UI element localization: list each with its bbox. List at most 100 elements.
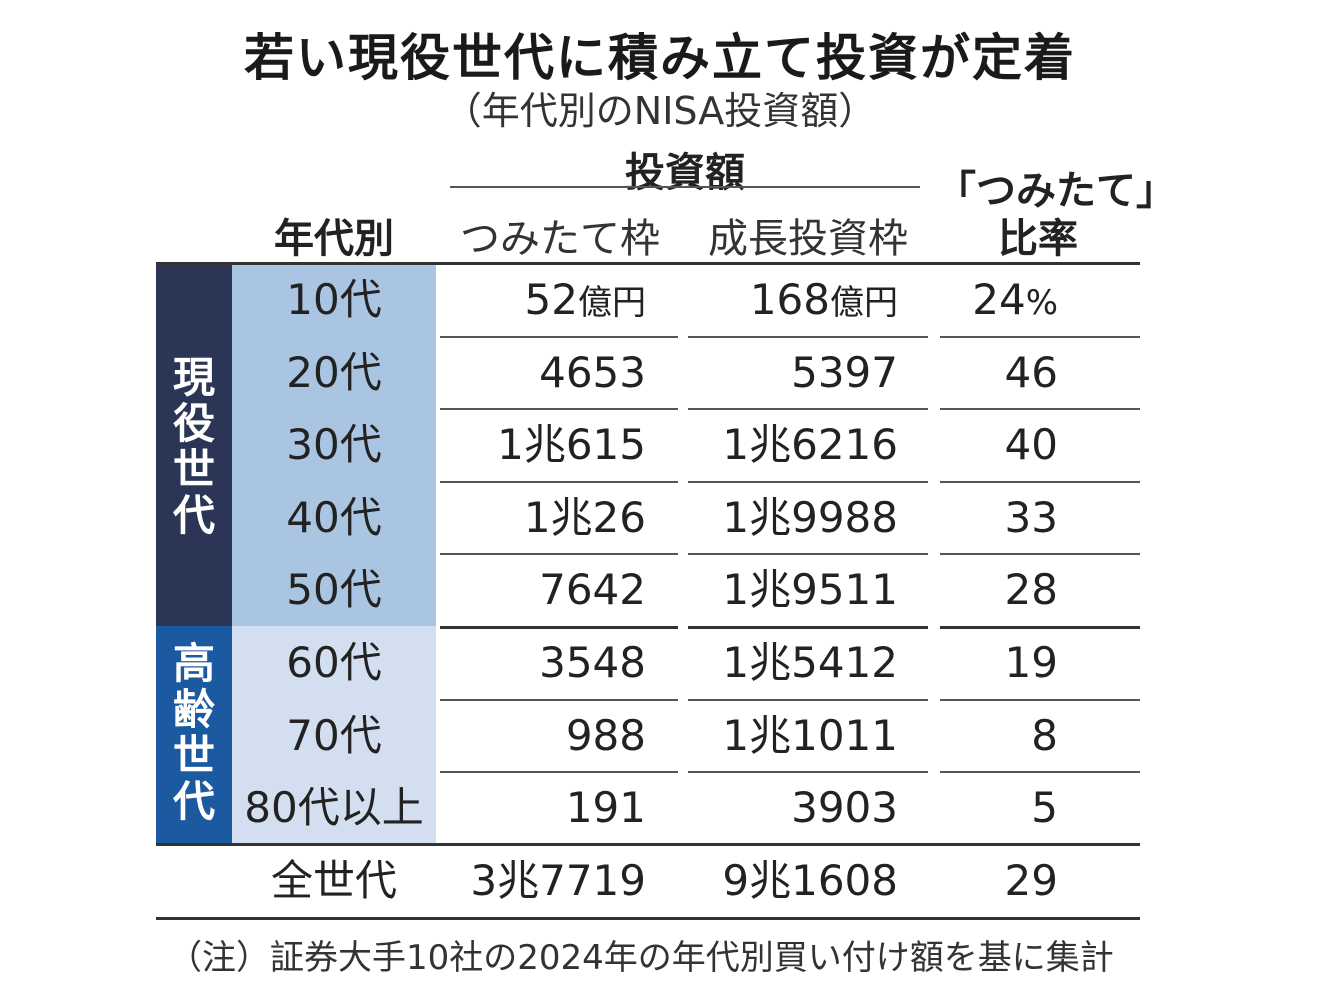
total-ratio-cell: 29 bbox=[940, 845, 1058, 917]
row-divider bbox=[440, 626, 678, 629]
tsumitate-cell: 7642 bbox=[440, 554, 646, 626]
row-divider bbox=[940, 335, 1140, 338]
working-label-char: 代 bbox=[172, 491, 215, 540]
growth-cell-value: 3903 bbox=[791, 783, 898, 833]
total-growth-cell-value: 9兆1608 bbox=[722, 855, 898, 905]
working-label-char: 役 bbox=[172, 399, 215, 448]
ratio-cell-value: 24 bbox=[972, 275, 1026, 324]
elderly-age-background bbox=[232, 626, 436, 844]
elderly-label-char: 高 bbox=[172, 639, 215, 688]
growth-cell: 1兆9511 bbox=[688, 554, 898, 626]
tsumitate-cell: 191 bbox=[440, 772, 646, 844]
ratio-cell-unit: % bbox=[1025, 283, 1058, 323]
header-investment: 投資額 bbox=[625, 150, 745, 196]
tsumitate-cell-value: 7642 bbox=[539, 565, 646, 615]
age-cell-value: 40代 bbox=[286, 492, 382, 542]
table-bottom-rule bbox=[156, 917, 1140, 921]
row-divider bbox=[940, 771, 1140, 774]
header-tsumitate: つみたて枠 bbox=[460, 216, 660, 262]
row-divider bbox=[940, 408, 1140, 411]
elderly-label-char: 齢 bbox=[172, 685, 215, 734]
tsumitate-cell: 4653 bbox=[440, 337, 646, 409]
growth-cell: 3903 bbox=[688, 772, 898, 844]
ratio-cell-value: 19 bbox=[1004, 638, 1058, 687]
growth-cell: 1兆1011 bbox=[688, 700, 898, 772]
ratio-cell-value: 8 bbox=[1031, 710, 1058, 760]
header-growth: 成長投資枠 bbox=[708, 216, 908, 262]
age-cell: 30代 bbox=[232, 409, 436, 481]
working-label-char: 現 bbox=[172, 353, 215, 402]
chart-subtitle: （年代別のNISA投資額） bbox=[443, 89, 877, 133]
age-cell: 40代 bbox=[232, 482, 436, 554]
tsumitate-cell-value: 1兆615 bbox=[497, 420, 646, 470]
row-divider bbox=[688, 553, 928, 556]
ratio-cell: 19 bbox=[940, 627, 1058, 699]
header-ratio-line2: 比率 bbox=[998, 216, 1078, 262]
growth-cell-value: 1兆1011 bbox=[722, 710, 898, 760]
total-top-rule bbox=[156, 842, 1140, 846]
elderly-generation-label: 高 齢 世 代 bbox=[156, 641, 232, 825]
age-cell-value: 80代以上 bbox=[244, 783, 424, 833]
tsumitate-cell: 1兆615 bbox=[440, 409, 646, 481]
tsumitate-cell-value: 1兆26 bbox=[523, 492, 646, 542]
ratio-cell-value: 33 bbox=[1004, 492, 1058, 542]
growth-cell: 168億円 bbox=[688, 264, 898, 336]
header-investment-rule bbox=[450, 186, 920, 188]
row-divider bbox=[688, 408, 928, 411]
row-divider bbox=[940, 480, 1140, 483]
header-age: 年代別 bbox=[274, 216, 394, 262]
tsumitate-cell-value: 4653 bbox=[539, 347, 646, 397]
source-note: （注）証券大手10社の2024年の年代別買い付け額を基に集計 bbox=[168, 938, 1114, 978]
age-cell: 60代 bbox=[232, 627, 436, 699]
total-age-cell: 全世代 bbox=[232, 845, 436, 917]
growth-cell-value: 5397 bbox=[791, 347, 898, 397]
row-divider bbox=[440, 771, 678, 774]
tsumitate-cell-unit: 億円 bbox=[578, 283, 646, 323]
row-divider bbox=[440, 698, 678, 701]
ratio-cell: 40 bbox=[940, 409, 1058, 481]
age-cell: 20代 bbox=[232, 337, 436, 409]
working-generation-band bbox=[156, 264, 232, 626]
ratio-cell-value: 28 bbox=[1004, 565, 1058, 615]
row-divider bbox=[688, 698, 928, 701]
elderly-label-char: 代 bbox=[172, 777, 215, 826]
growth-cell-value: 1兆9988 bbox=[722, 492, 898, 542]
age-cell-value: 10代 bbox=[286, 275, 382, 324]
tsumitate-cell: 52億円 bbox=[440, 264, 646, 336]
ratio-cell: 24% bbox=[940, 264, 1058, 336]
ratio-cell: 28 bbox=[940, 554, 1058, 626]
age-cell-value: 50代 bbox=[286, 565, 382, 615]
row-divider bbox=[688, 771, 928, 774]
ratio-cell-value: 40 bbox=[1004, 420, 1058, 470]
header-bottom-rule bbox=[156, 262, 1140, 265]
growth-cell: 1兆5412 bbox=[688, 627, 898, 699]
row-divider bbox=[440, 408, 678, 411]
age-cell: 70代 bbox=[232, 700, 436, 772]
row-divider bbox=[688, 626, 928, 629]
row-divider bbox=[440, 553, 678, 556]
elderly-generation-band bbox=[156, 626, 232, 844]
ratio-cell-value: 46 bbox=[1004, 347, 1058, 397]
total-growth-cell: 9兆1608 bbox=[688, 845, 898, 917]
chart-title: 若い現役世代に積み立て投資が定着 bbox=[244, 29, 1076, 87]
tsumitate-cell-value: 988 bbox=[565, 710, 646, 760]
age-cell-value: 30代 bbox=[286, 420, 382, 470]
tsumitate-cell: 988 bbox=[440, 700, 646, 772]
growth-cell: 5397 bbox=[688, 337, 898, 409]
ratio-cell: 46 bbox=[940, 337, 1058, 409]
growth-cell-value: 1兆9511 bbox=[722, 565, 898, 615]
growth-cell: 1兆6216 bbox=[688, 409, 898, 481]
ratio-cell-value: 5 bbox=[1031, 783, 1058, 833]
row-divider bbox=[940, 626, 1140, 629]
tsumitate-cell-value: 3548 bbox=[539, 638, 646, 687]
total-age-cell-value: 全世代 bbox=[270, 855, 397, 905]
total-tsumitate-cell-value: 3兆7719 bbox=[470, 855, 646, 905]
growth-cell: 1兆9988 bbox=[688, 482, 898, 554]
tsumitate-cell: 1兆26 bbox=[440, 482, 646, 554]
working-label-char: 世 bbox=[172, 445, 215, 494]
growth-cell-value: 1兆5412 bbox=[722, 638, 898, 687]
age-cell-value: 70代 bbox=[286, 710, 382, 760]
age-cell: 80代以上 bbox=[232, 772, 436, 844]
growth-cell-value: 168 bbox=[749, 275, 830, 324]
ratio-cell: 33 bbox=[940, 482, 1058, 554]
